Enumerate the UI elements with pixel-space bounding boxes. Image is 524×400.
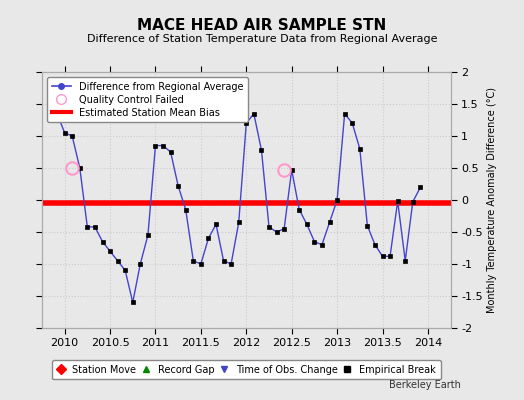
Text: Berkeley Earth: Berkeley Earth — [389, 380, 461, 390]
Y-axis label: Monthly Temperature Anomaly Difference (°C): Monthly Temperature Anomaly Difference (… — [487, 87, 497, 313]
Legend: Station Move, Record Gap, Time of Obs. Change, Empirical Break: Station Move, Record Gap, Time of Obs. C… — [52, 360, 441, 380]
Text: Difference of Station Temperature Data from Regional Average: Difference of Station Temperature Data f… — [87, 34, 437, 44]
Text: MACE HEAD AIR SAMPLE STN: MACE HEAD AIR SAMPLE STN — [137, 18, 387, 33]
